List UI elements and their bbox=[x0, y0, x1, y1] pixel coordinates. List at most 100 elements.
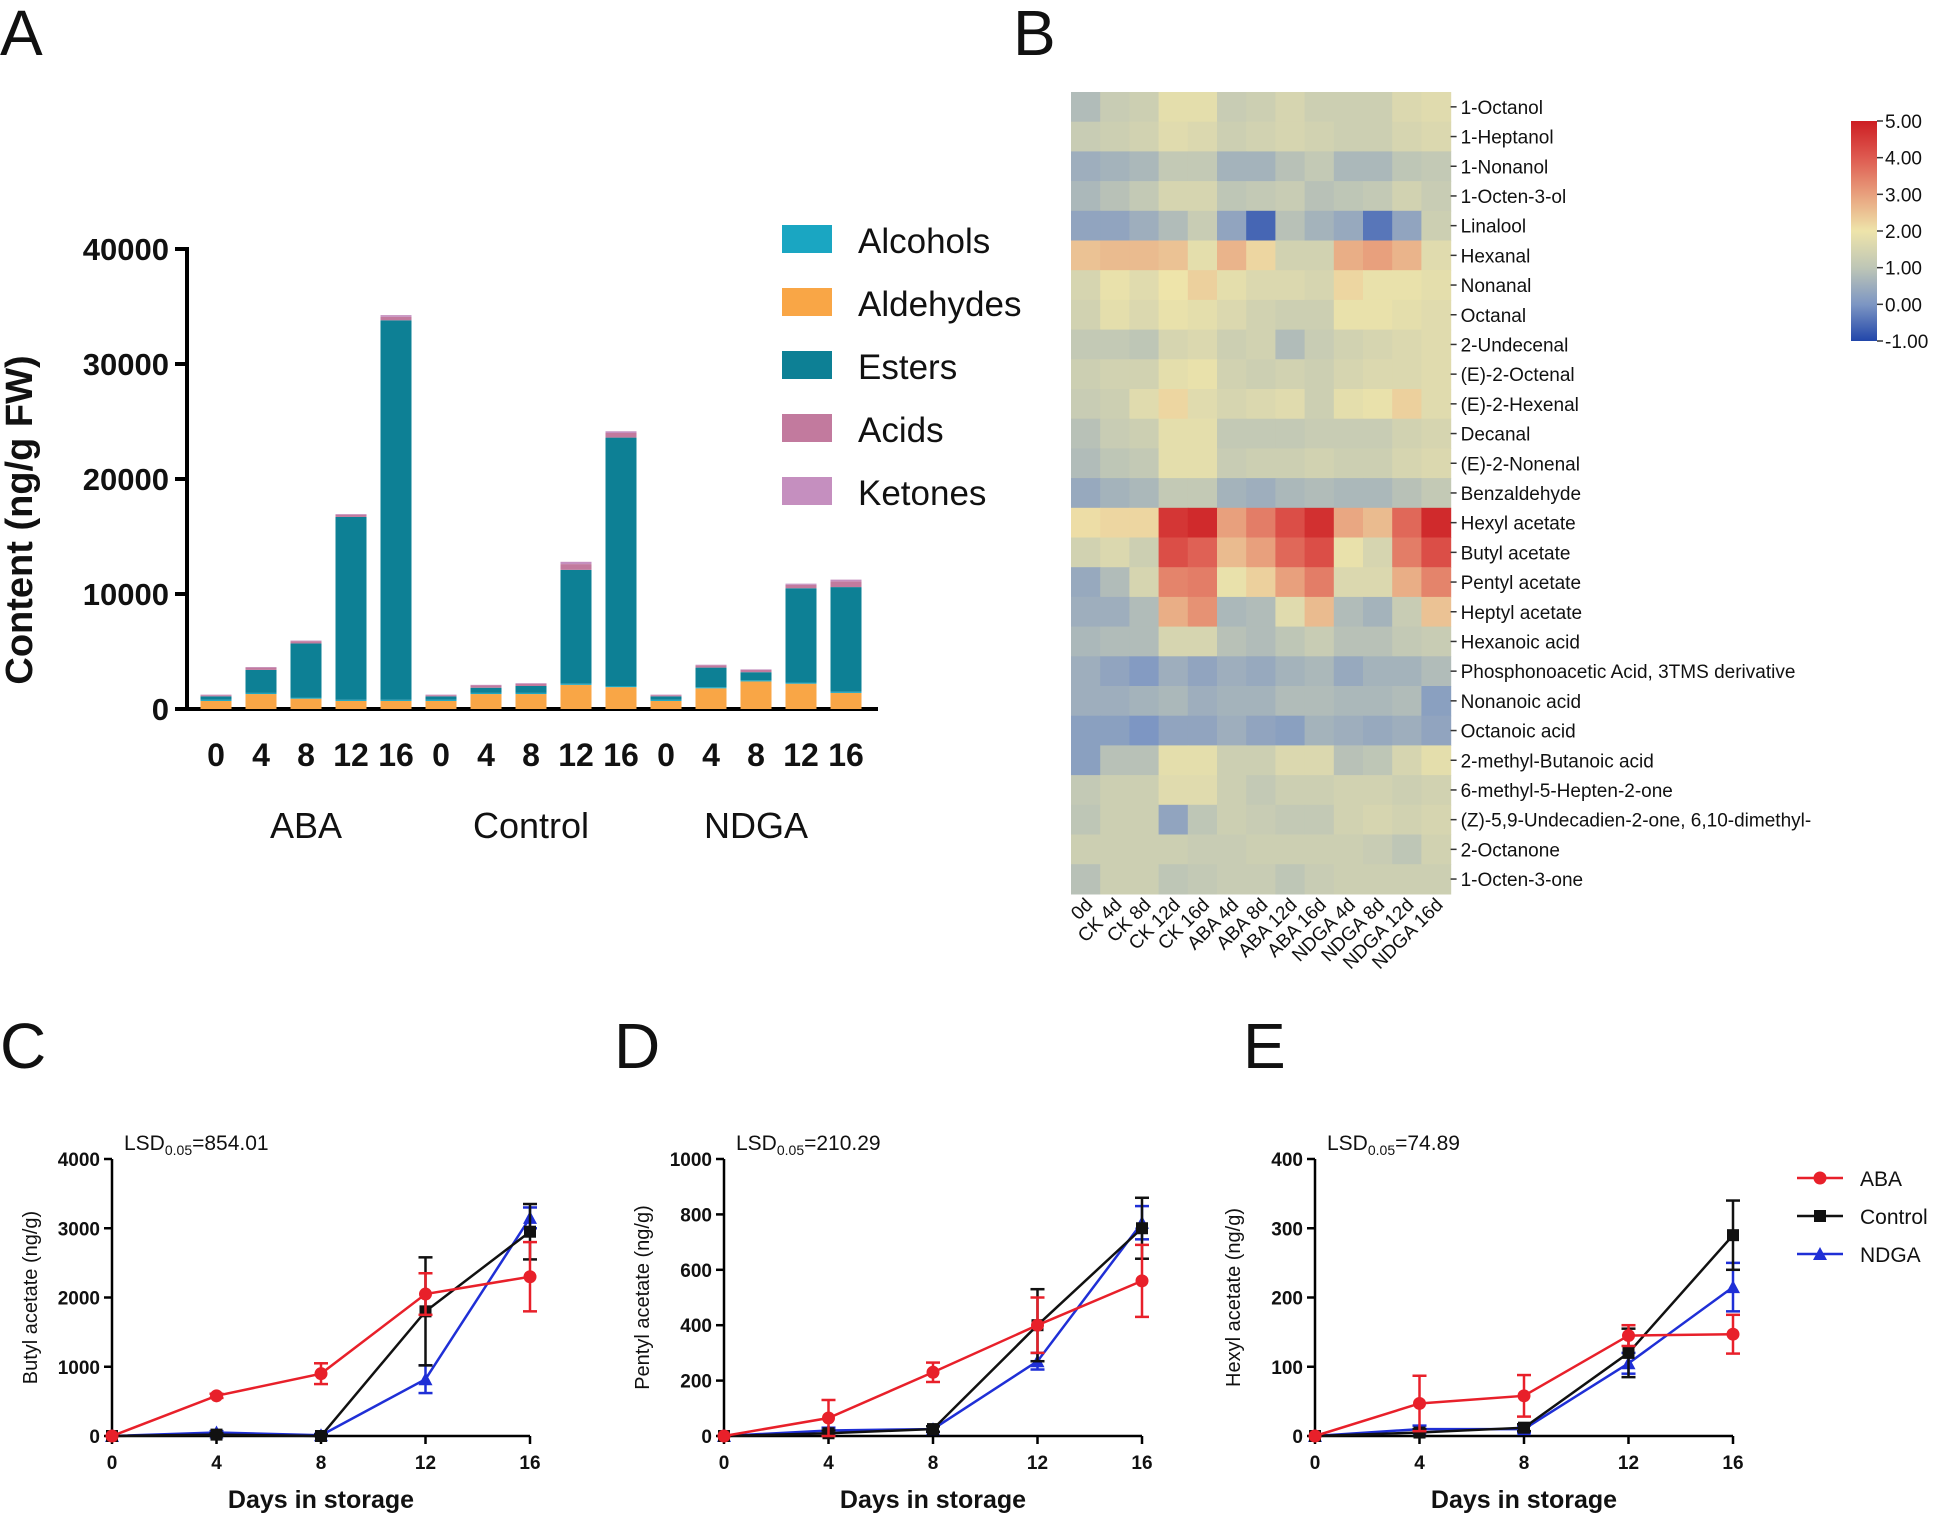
heatmap-cell bbox=[1275, 567, 1306, 598]
heatmap-cell bbox=[1158, 151, 1189, 182]
heatmap-cell bbox=[1158, 299, 1189, 331]
bar-segment-acids bbox=[380, 316, 412, 321]
heatmap-cell bbox=[1129, 864, 1160, 895]
scale-tick-label: 1.00 bbox=[1885, 259, 1922, 280]
heatmap-cell bbox=[1421, 745, 1452, 776]
bar-segment-esters bbox=[470, 687, 502, 693]
bar-segment-aldehydes bbox=[290, 698, 322, 709]
heatmap-cell bbox=[1158, 92, 1189, 123]
bar-segment-esters bbox=[740, 672, 772, 681]
heatmap-cell bbox=[1217, 745, 1247, 776]
heatmap-cell bbox=[1392, 715, 1422, 746]
row-label: (E)-2-Hexenal bbox=[1461, 395, 1579, 416]
heatmap-cell bbox=[1246, 864, 1276, 895]
heatmap-cell bbox=[1421, 507, 1452, 539]
bar-segment-alcohols bbox=[290, 697, 322, 699]
x-axis-title: Days in storage bbox=[228, 1486, 414, 1514]
row-label: Nonanoic acid bbox=[1461, 692, 1581, 713]
heatmap-cell bbox=[1129, 834, 1160, 865]
heatmap-cell bbox=[1187, 596, 1218, 628]
heatmap-cell bbox=[1158, 181, 1189, 212]
heatmap-cell bbox=[1421, 864, 1452, 895]
data-point-aba bbox=[1726, 1327, 1740, 1341]
heatmap-cell bbox=[1217, 626, 1247, 657]
data-point-aba bbox=[314, 1367, 328, 1381]
y-axis-title: Content (ng/g FW) bbox=[0, 355, 41, 684]
heatmap-cell bbox=[1304, 359, 1335, 390]
heatmap-cell bbox=[1363, 864, 1393, 895]
group-label: Control bbox=[473, 805, 589, 846]
heatmap-cell bbox=[1129, 448, 1160, 479]
heatmap-cell bbox=[1129, 596, 1160, 628]
y-tick-label: 0 bbox=[89, 1427, 100, 1448]
lsd-subscript: 0.05 bbox=[1368, 1142, 1395, 1158]
heatmap-cell bbox=[1129, 359, 1160, 390]
bar-segment-alcohols bbox=[785, 682, 817, 684]
bar-segment-aldehydes bbox=[470, 694, 502, 709]
bar-segment-aldehydes bbox=[650, 700, 682, 709]
bar-segment-alcohols bbox=[515, 692, 547, 695]
heatmap-cell bbox=[1158, 775, 1189, 806]
heatmap-cell bbox=[1363, 299, 1393, 331]
heatmap-cell bbox=[1129, 745, 1160, 776]
bar-segment-acids bbox=[650, 695, 682, 697]
heatmap-cell bbox=[1187, 804, 1218, 836]
heatmap-cell bbox=[1071, 151, 1101, 182]
heatmap-cell bbox=[1333, 121, 1364, 152]
bar-segment-alcohols bbox=[335, 699, 367, 701]
heatmap-cell bbox=[1333, 389, 1364, 420]
heatmap-cell bbox=[1187, 775, 1218, 806]
heatmap-cell bbox=[1217, 299, 1247, 331]
x-tick-label: 16 bbox=[519, 1453, 540, 1474]
heatmap-cell bbox=[1217, 834, 1247, 865]
row-label: (E)-2-Octenal bbox=[1461, 365, 1575, 386]
heatmap-cell bbox=[1363, 121, 1393, 152]
heatmap-cell bbox=[1246, 596, 1276, 628]
heatmap-cell bbox=[1187, 299, 1218, 331]
heatmap-cell bbox=[1071, 745, 1101, 776]
heatmap-cell bbox=[1100, 121, 1130, 152]
bar-segment-alcohols bbox=[470, 692, 502, 695]
heatmap-cell bbox=[1246, 478, 1276, 509]
heatmap-cell bbox=[1421, 329, 1452, 360]
series-line-ndga bbox=[111, 1217, 532, 1438]
heatmap-cell bbox=[1421, 626, 1452, 657]
heatmap-cell bbox=[1158, 715, 1189, 746]
heatmap-cell bbox=[1333, 567, 1364, 598]
heatmap-cell bbox=[1071, 775, 1101, 806]
heatmap-cell bbox=[1217, 389, 1247, 420]
heatmap-cell bbox=[1158, 329, 1189, 360]
line-chart-butyl-acetate: 0 1000 2000 3000 4000 0 4 8 12 16 Days in storage B… bbox=[20, 1132, 541, 1514]
data-point-control bbox=[315, 1430, 327, 1442]
bar-segment-ketones bbox=[200, 694, 232, 696]
heatmap-cell bbox=[1129, 715, 1160, 746]
x-tick-label: 8 bbox=[747, 737, 765, 773]
heatmap-cell bbox=[1217, 121, 1247, 152]
heatmap-cell bbox=[1246, 240, 1276, 271]
heatmap-cell bbox=[1363, 181, 1393, 212]
heatmap-cell bbox=[1071, 418, 1101, 449]
heatmap-cell bbox=[1304, 745, 1335, 776]
heatmap-cell bbox=[1187, 359, 1218, 390]
data-point-aba bbox=[1413, 1396, 1426, 1410]
bar-segment-ketones bbox=[425, 694, 457, 696]
bar-segment-alcohols bbox=[245, 692, 277, 695]
legend-swatch-ketones bbox=[782, 477, 832, 505]
heatmap-cell bbox=[1217, 329, 1247, 360]
heatmap-cell bbox=[1304, 210, 1335, 242]
lsd-value: =854.01 bbox=[192, 1132, 269, 1155]
heatmap-cell bbox=[1304, 181, 1335, 212]
bar-segment-ketones bbox=[245, 667, 277, 668]
heatmap-cell bbox=[1275, 299, 1306, 331]
heatmap-cell bbox=[1129, 626, 1160, 657]
heatmap-cell bbox=[1363, 656, 1393, 687]
heatmap-cell bbox=[1187, 715, 1218, 746]
heatmap-cell bbox=[1275, 864, 1306, 895]
heatmap-cell bbox=[1100, 686, 1130, 717]
heatmap-cell bbox=[1158, 478, 1189, 509]
bar-segment-aldehydes bbox=[830, 692, 862, 709]
heatmap-cell bbox=[1392, 775, 1422, 806]
heatmap-cell bbox=[1217, 864, 1247, 895]
lsd-subscript: 0.05 bbox=[165, 1142, 192, 1158]
